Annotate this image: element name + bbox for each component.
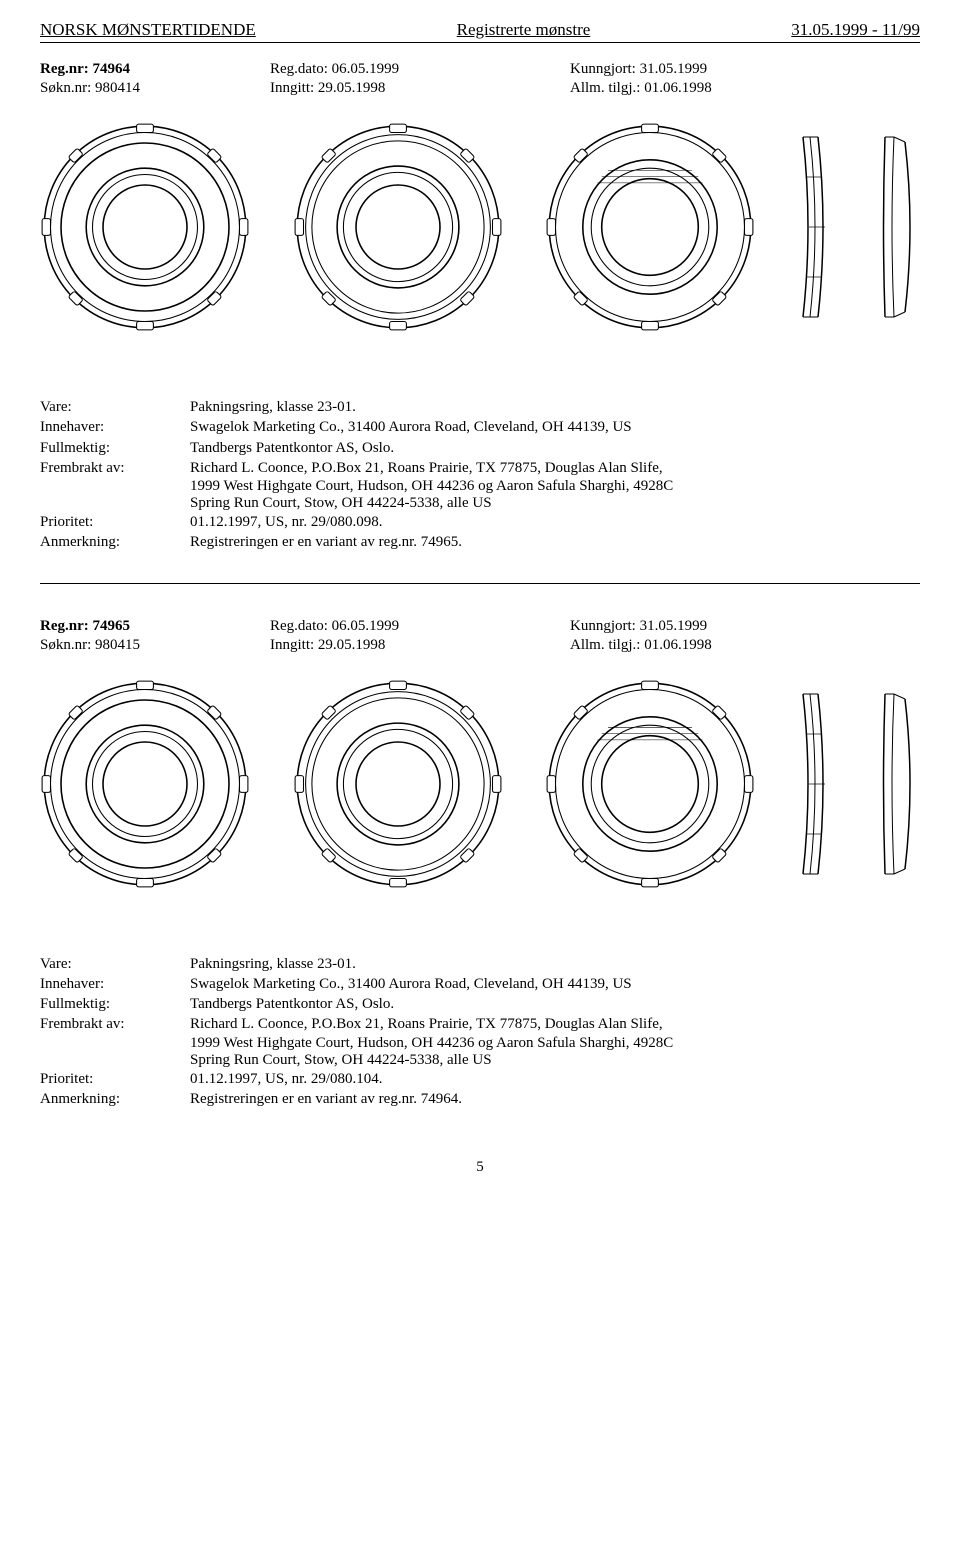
ring-side-2 — [880, 679, 920, 889]
regdato: Reg.dato: 06.05.1999 — [270, 618, 570, 635]
kunngjort: Kunngjort: 31.05.1999 — [570, 61, 920, 78]
fullmektig-value: Tandbergs Patentkontor AS, Oslo. — [190, 438, 920, 458]
ring-side-2 — [880, 122, 920, 332]
fullmektig-value: Tandbergs Patentkontor AS, Oslo. — [190, 994, 920, 1014]
innehaver-label: Innehaver: — [40, 417, 190, 437]
regdato: Reg.dato: 06.05.1999 — [270, 61, 570, 78]
vare-value: Pakningsring, klasse 23-01. — [190, 954, 920, 974]
frembrakt-label: Frembrakt av: — [40, 1014, 190, 1034]
frembrakt-value-3: Spring Run Court, Stow, OH 44224-5338, a… — [190, 1052, 920, 1069]
entry-1-drawings — [40, 117, 920, 337]
entry-1-details: Vare:Pakningsring, klasse 23-01. Innehav… — [40, 397, 920, 553]
ring-side-1 — [798, 122, 838, 332]
ring-drawing-3 — [545, 679, 755, 889]
frembrakt-label: Frembrakt av: — [40, 458, 190, 478]
vare-label: Vare: — [40, 397, 190, 417]
innehaver-value: Swagelok Marketing Co., 31400 Aurora Roa… — [190, 974, 920, 994]
frembrakt-value-1: Richard L. Coonce, P.O.Box 21, Roans Pra… — [190, 458, 920, 478]
prioritet-value: 01.12.1997, US, nr. 29/080.104. — [190, 1069, 920, 1089]
inngitt: Inngitt: 29.05.1998 — [270, 80, 570, 97]
frembrakt-value-2: 1999 West Highgate Court, Hudson, OH 442… — [190, 1035, 920, 1052]
soknnr: Søkn.nr: 980414 — [40, 80, 270, 97]
anmerkning-value: Registreringen er en variant av reg.nr. … — [190, 532, 920, 552]
innehaver-value: Swagelok Marketing Co., 31400 Aurora Roa… — [190, 417, 920, 437]
entry-2-details: Vare:Pakningsring, klasse 23-01. Innehav… — [40, 954, 920, 1110]
ring-drawing-2 — [293, 679, 503, 889]
vare-label: Vare: — [40, 954, 190, 974]
prioritet-label: Prioritet: — [40, 1069, 190, 1089]
entry-2-meta: Reg.nr: 74965 Reg.dato: 06.05.1999 Kunng… — [40, 618, 920, 654]
ring-drawing-3 — [545, 122, 755, 332]
entry-1-meta: Reg.nr: 74964 Reg.dato: 06.05.1999 Kunng… — [40, 61, 920, 97]
anmerkning-label: Anmerkning: — [40, 1089, 190, 1109]
header-left: NORSK MØNSTERTIDENDE — [40, 20, 256, 40]
kunngjort: Kunngjort: 31.05.1999 — [570, 618, 920, 635]
ring-side-1 — [798, 679, 838, 889]
allm: Allm. tilgj.: 01.06.1998 — [570, 80, 920, 97]
header-center: Registrerte mønstre — [457, 20, 591, 40]
frembrakt-value-3: Spring Run Court, Stow, OH 44224-5338, a… — [190, 495, 920, 512]
regnr: Reg.nr: 74964 — [40, 61, 270, 78]
ring-drawing-2 — [293, 122, 503, 332]
prioritet-label: Prioritet: — [40, 512, 190, 532]
soknnr: Søkn.nr: 980415 — [40, 637, 270, 654]
page-number: 5 — [40, 1159, 920, 1176]
header-right: 31.05.1999 - 11/99 — [791, 20, 920, 40]
fullmektig-label: Fullmektig: — [40, 438, 190, 458]
ring-drawing-1 — [40, 679, 250, 889]
anmerkning-value: Registreringen er en variant av reg.nr. … — [190, 1089, 920, 1109]
inngitt: Inngitt: 29.05.1998 — [270, 637, 570, 654]
ring-drawing-1 — [40, 122, 250, 332]
anmerkning-label: Anmerkning: — [40, 532, 190, 552]
innehaver-label: Innehaver: — [40, 974, 190, 994]
allm: Allm. tilgj.: 01.06.1998 — [570, 637, 920, 654]
prioritet-value: 01.12.1997, US, nr. 29/080.098. — [190, 512, 920, 532]
entry-2-drawings — [40, 674, 920, 894]
fullmektig-label: Fullmektig: — [40, 994, 190, 1014]
page-header: NORSK MØNSTERTIDENDE Registrerte mønstre… — [40, 20, 920, 43]
frembrakt-value-2: 1999 West Highgate Court, Hudson, OH 442… — [190, 478, 920, 495]
regnr: Reg.nr: 74965 — [40, 618, 270, 635]
frembrakt-value-1: Richard L. Coonce, P.O.Box 21, Roans Pra… — [190, 1014, 920, 1034]
entry-divider — [40, 583, 920, 584]
vare-value: Pakningsring, klasse 23-01. — [190, 397, 920, 417]
